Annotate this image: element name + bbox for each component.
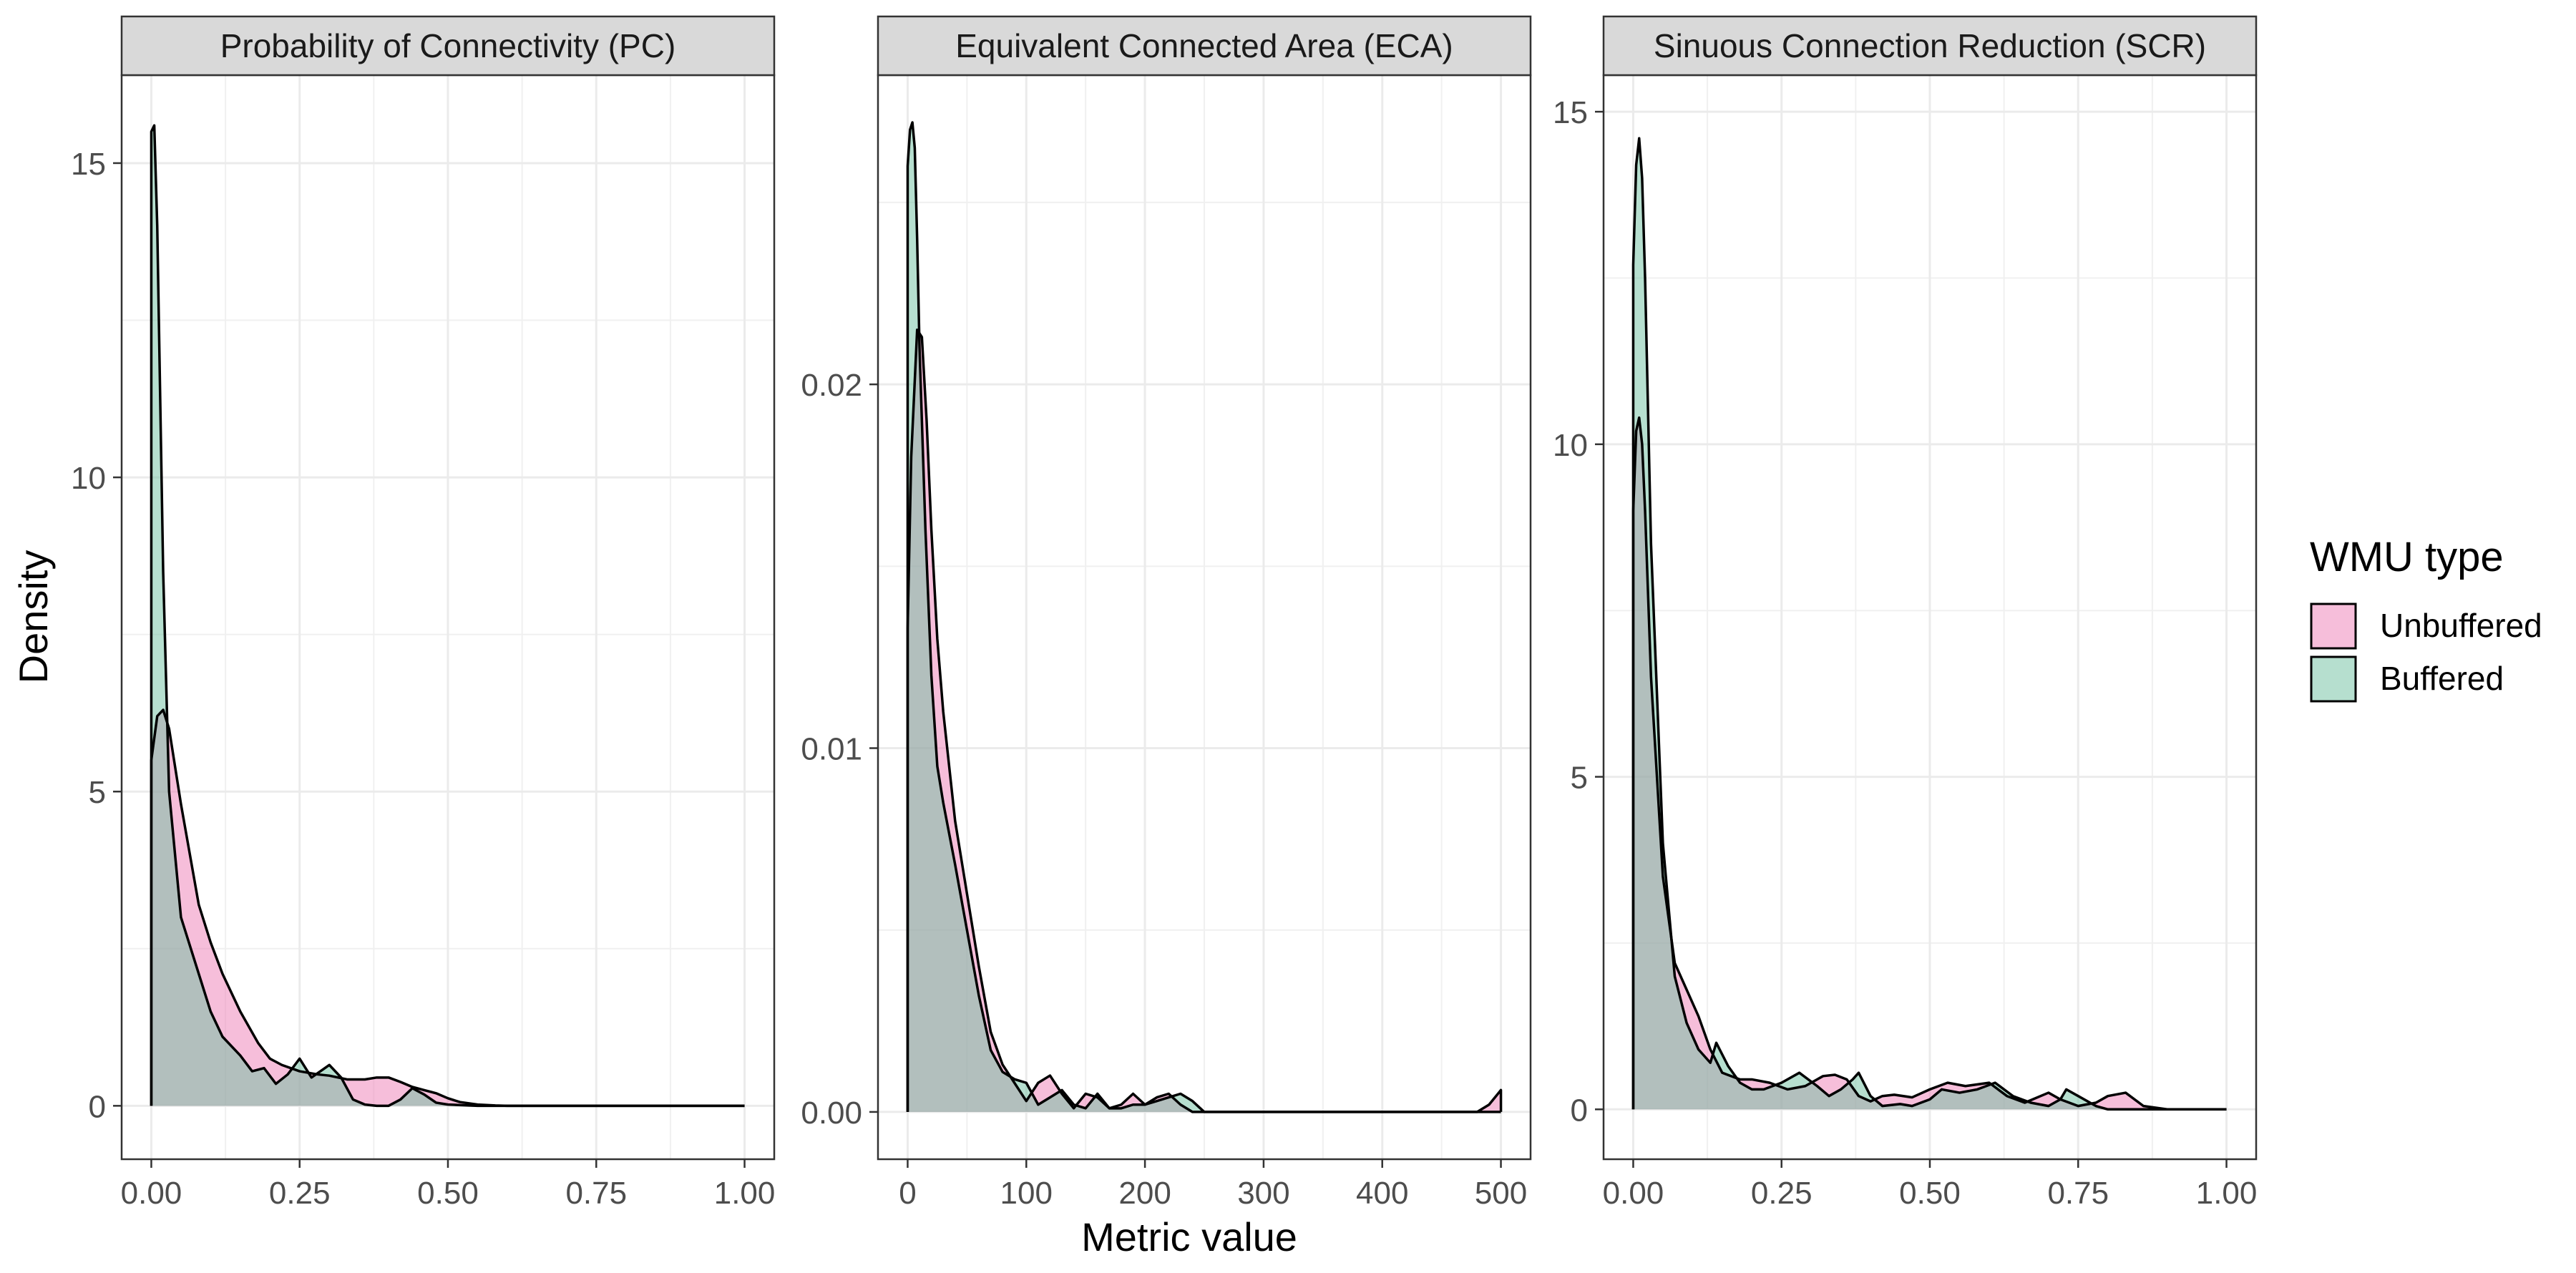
y-tick-label: 0: [1571, 1093, 1588, 1128]
y-tick-label: 5: [1571, 761, 1588, 796]
legend-title: WMU type: [2310, 534, 2504, 580]
facet-strip: [877, 15, 1532, 77]
y-tick-label: 0.02: [801, 368, 862, 403]
legend-key-unbuffered: [2310, 603, 2357, 650]
y-tick-label: 15: [1553, 95, 1588, 130]
y-tick-label: 0.01: [801, 732, 862, 767]
x-tick-label: 0.50: [1899, 1176, 1961, 1211]
density-line-unbuffered: [150, 708, 745, 1108]
y-axis-title: Density: [11, 550, 56, 684]
density-line-buffered: [906, 121, 1501, 1113]
y-tick-label: 10: [1553, 428, 1588, 463]
facet-strip: [120, 15, 776, 77]
x-tick-label: 100: [1000, 1176, 1053, 1211]
density-areas: [1631, 137, 2227, 1111]
y-tick-label: 5: [89, 775, 106, 810]
y-tick-label: 0.00: [801, 1096, 862, 1131]
x-tick-label: 0.75: [565, 1176, 627, 1211]
legend-label-unbuffered: Unbuffered: [2380, 607, 2542, 644]
x-tick-label: 0.50: [417, 1176, 479, 1211]
density-line-buffered: [1631, 137, 2227, 1111]
facet-strip-title: Probability of Connectivity (PC): [220, 27, 676, 64]
y-tick-label: 0: [89, 1089, 106, 1124]
density-line-buffered: [150, 124, 745, 1108]
x-tick-label: 0.00: [1603, 1176, 1664, 1211]
x-tick-label: 300: [1237, 1176, 1289, 1211]
x-tick-label: 0: [899, 1176, 916, 1211]
x-tick-label: 0.75: [2047, 1176, 2109, 1211]
x-tick-label: 200: [1118, 1176, 1171, 1211]
facet-panel-3: Sinuous Connection Reduction (SCR) 0.00 0.…: [1553, 15, 2258, 1211]
x-tick-label: 1.00: [2196, 1176, 2258, 1211]
density-area-buffered: [907, 122, 1501, 1112]
legend-key-buffered: [2310, 655, 2357, 703]
x-tick-label: 400: [1356, 1176, 1408, 1211]
y-tick-label: 15: [71, 147, 106, 182]
legend-label-buffered: Buffered: [2380, 660, 2504, 697]
facet-panel-2: Equivalent Connected Area (ECA) 0 100 200 30…: [801, 15, 1532, 1211]
facet-panel-1: Probability of Connectivity (PC) 0.00 0.25…: [71, 15, 776, 1211]
x-tick-label: 0.25: [269, 1176, 331, 1211]
x-tick-label: 0.25: [1751, 1176, 1813, 1211]
density-line-unbuffered: [1631, 416, 2227, 1111]
density-areas: [150, 124, 745, 1108]
legend: WMU type Unbuffered Buffered: [2310, 534, 2542, 703]
density-line-unbuffered: [906, 328, 1503, 1113]
x-tick-label: 1.00: [714, 1176, 776, 1211]
x-axis-title: Metric value: [1081, 1214, 1297, 1259]
facet-strip-title: Sinuous Connection Reduction (SCR): [1654, 27, 2206, 64]
x-tick-label: 0.00: [121, 1176, 182, 1211]
facet-strip-title: Equivalent Connected Area (ECA): [955, 27, 1453, 64]
x-tick-label: 500: [1475, 1176, 1527, 1211]
y-tick-label: 10: [71, 461, 106, 496]
facet-strip: [1602, 15, 2258, 77]
density-areas: [906, 121, 1503, 1113]
